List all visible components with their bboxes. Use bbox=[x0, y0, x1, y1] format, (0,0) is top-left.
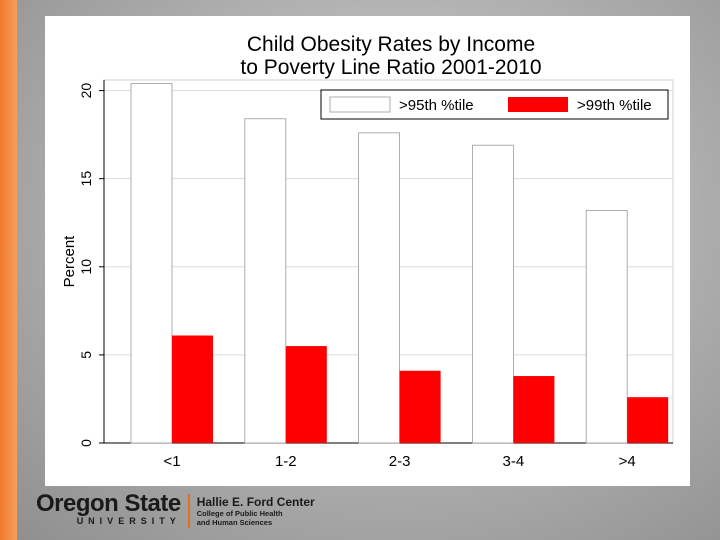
y-tick-label: 5 bbox=[78, 351, 94, 359]
center-name-block: Hallie E. Ford Center College of Public … bbox=[197, 495, 315, 527]
legend-swatch-95th bbox=[329, 96, 391, 113]
logo-divider bbox=[187, 494, 190, 528]
bar-95th bbox=[244, 118, 287, 444]
y-tick-label: 0 bbox=[78, 439, 94, 447]
center-sub-2: and Human Sciences bbox=[196, 518, 273, 527]
bar-95th bbox=[471, 144, 514, 444]
legend-label-99th: >99th %tile bbox=[577, 97, 652, 114]
bar-99th bbox=[399, 370, 441, 443]
x-tick-label: 2-3 bbox=[389, 453, 411, 470]
bar-95th bbox=[358, 132, 401, 444]
bar-95th bbox=[130, 83, 173, 444]
orange-accent-bar bbox=[0, 0, 17, 540]
osu-wordmark-sub: UNIVERSITY bbox=[76, 516, 181, 526]
osu-logo: Oregon State UNIVERSITY Hallie E. Ford C… bbox=[36, 491, 315, 533]
chart-title-line: to Poverty Line Ratio 2001-2010 bbox=[240, 56, 541, 79]
x-tick-label: 1-2 bbox=[275, 453, 297, 470]
y-tick-label: 15 bbox=[78, 171, 94, 187]
y-axis-label: Percent bbox=[61, 235, 78, 288]
center-sub-1: College of Public Health bbox=[196, 509, 283, 518]
bar-95th bbox=[585, 209, 628, 444]
x-tick-label: 3-4 bbox=[503, 453, 525, 470]
center-name: Hallie E. Ford Center bbox=[196, 495, 315, 509]
x-tick-label: >4 bbox=[619, 453, 636, 470]
legend-label-95th: >95th %tile bbox=[399, 97, 474, 114]
y-tick-label: 10 bbox=[78, 259, 94, 275]
osu-wordmark: Oregon State UNIVERSITY bbox=[36, 491, 181, 527]
x-tick-label: <1 bbox=[163, 453, 180, 470]
bar-99th bbox=[627, 397, 669, 443]
y-tick-label: 20 bbox=[78, 83, 94, 99]
slide-frame: Child Obesity Rates by Income to Poverty … bbox=[45, 16, 690, 486]
osu-wordmark-main: Oregon State bbox=[36, 490, 181, 517]
bar-99th bbox=[285, 346, 327, 443]
bar-99th bbox=[172, 335, 213, 443]
legend-swatch-99th bbox=[508, 97, 568, 112]
bar-99th bbox=[513, 376, 555, 443]
chart-title-line: Child Obesity Rates by Income bbox=[247, 33, 535, 56]
